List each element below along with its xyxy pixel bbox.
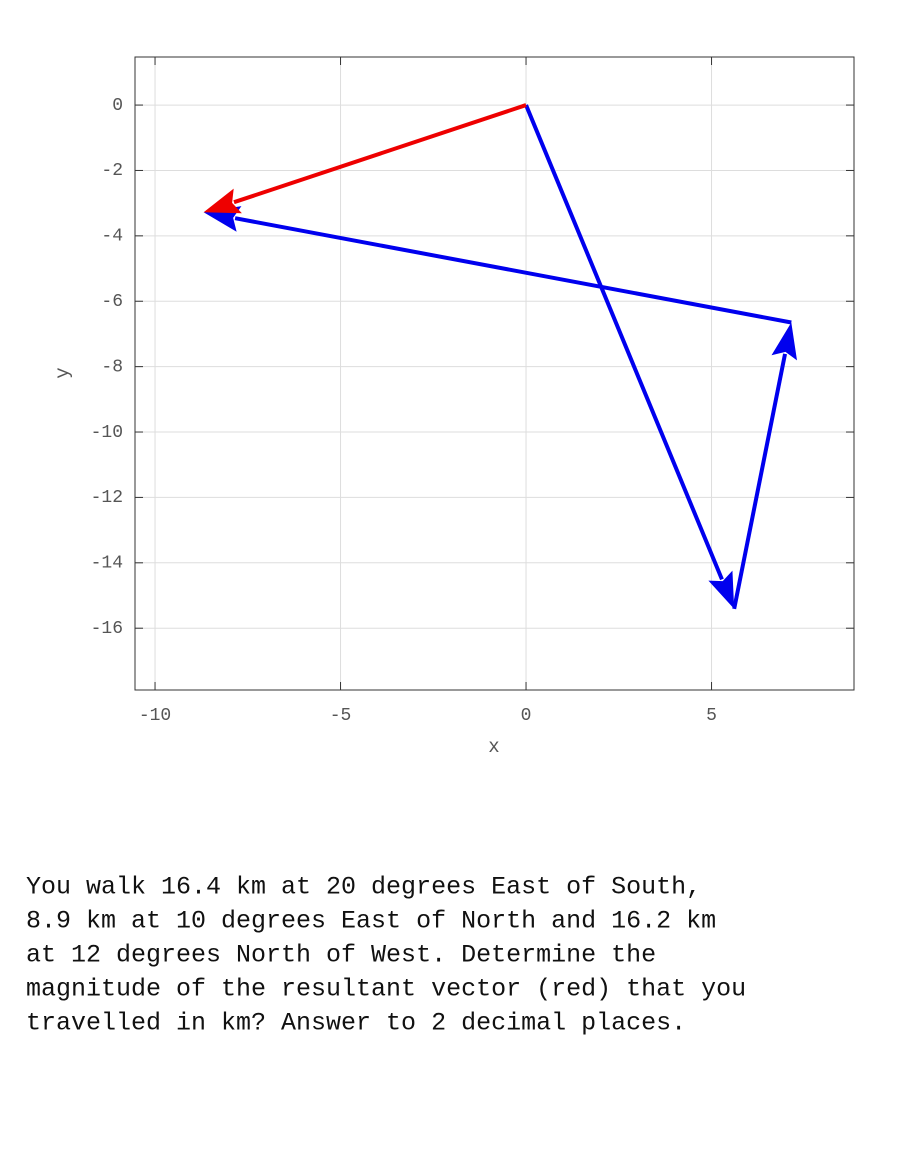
question-line: travelled in km? Answer to 2 decimal pla… [26, 1009, 686, 1038]
arrow-shaft [732, 353, 788, 610]
y-tick-label: -16 [91, 619, 123, 639]
y-tick-label: 0 [112, 96, 123, 116]
y-tick-label: -12 [91, 488, 123, 508]
vector-arrow [524, 104, 735, 609]
y-tick-label: -2 [101, 161, 123, 181]
vector-arrow [203, 103, 527, 214]
y-axis-label: y [52, 367, 74, 378]
x-tick-label: -10 [139, 706, 171, 726]
y-tick-label: -4 [101, 227, 123, 247]
y-tick-label: -14 [91, 554, 123, 574]
arrow-shaft [524, 104, 724, 581]
y-tick-label: -10 [91, 423, 123, 443]
x-tick-label: -5 [330, 706, 352, 726]
arrow-head [203, 188, 242, 214]
x-tick-label: 5 [706, 706, 717, 726]
question-line: You walk 16.4 km at 20 degrees East of S… [26, 873, 701, 902]
arrow-shaft [234, 216, 792, 325]
arrow-head [771, 322, 798, 361]
question-line: 8.9 km at 10 degrees East of North and 1… [26, 907, 716, 936]
vector-arrow [203, 206, 792, 325]
arrow-shaft [233, 103, 527, 205]
y-tick-label: -6 [101, 292, 123, 312]
y-tick-label: -8 [101, 357, 123, 377]
x-tick-label: 0 [521, 706, 532, 726]
arrow-head [708, 570, 735, 609]
x-axis-label: x [488, 736, 499, 758]
question-line: magnitude of the resultant vector (red) … [26, 975, 746, 1004]
vector-arrow [732, 322, 798, 610]
question-line: at 12 degrees North of West. Determine t… [26, 941, 656, 970]
plot-frame [134, 56, 855, 691]
